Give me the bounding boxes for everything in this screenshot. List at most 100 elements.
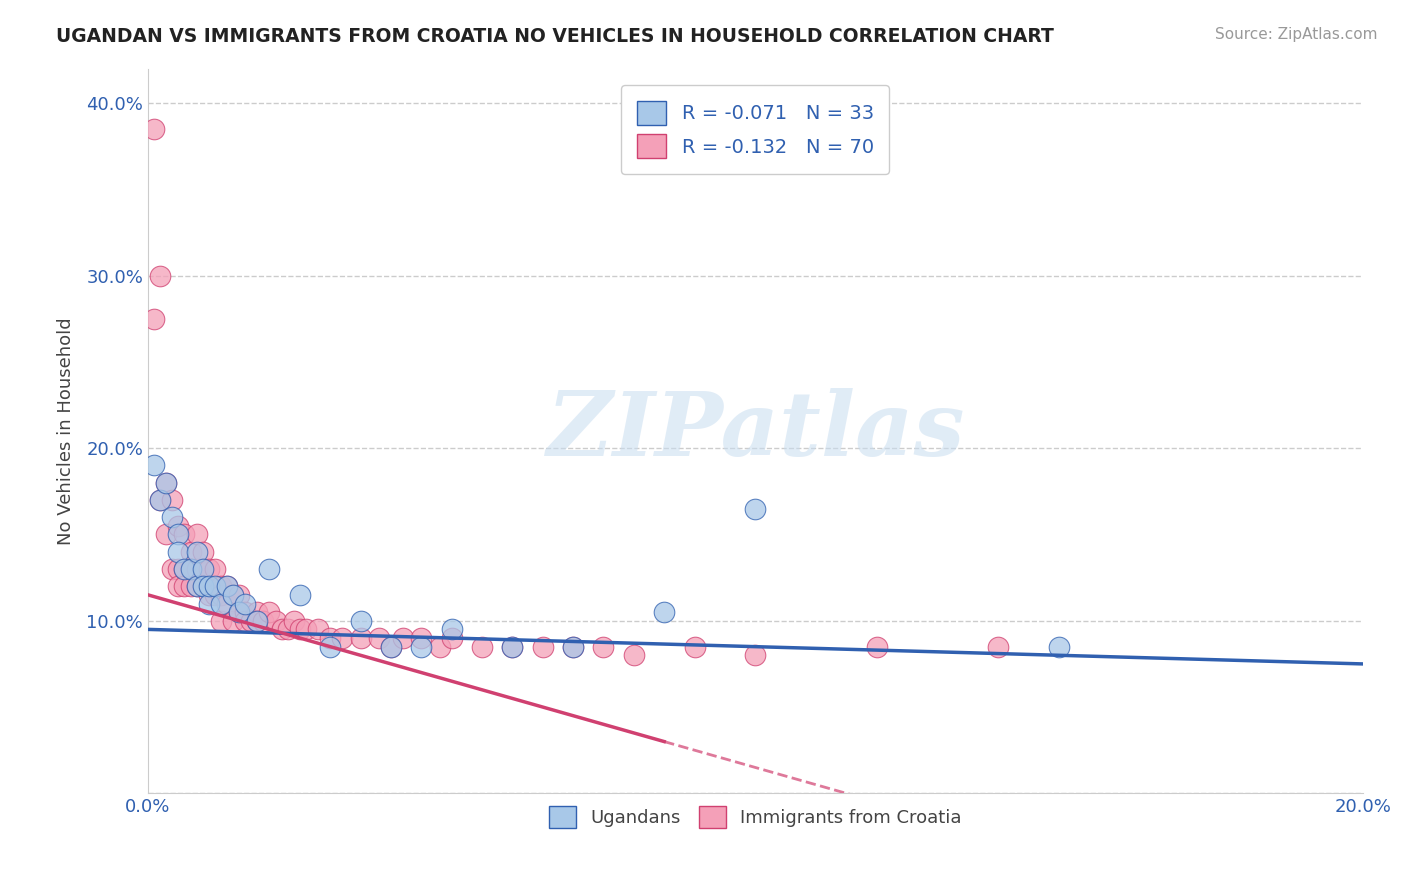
Point bbox=[155, 475, 177, 490]
Point bbox=[744, 648, 766, 663]
Point bbox=[173, 562, 195, 576]
Point bbox=[562, 640, 585, 654]
Point bbox=[501, 640, 523, 654]
Point bbox=[173, 579, 195, 593]
Point bbox=[987, 640, 1010, 654]
Point bbox=[233, 597, 256, 611]
Point bbox=[167, 527, 190, 541]
Point bbox=[744, 501, 766, 516]
Point bbox=[252, 614, 274, 628]
Point bbox=[167, 545, 190, 559]
Text: UGANDAN VS IMMIGRANTS FROM CROATIA NO VEHICLES IN HOUSEHOLD CORRELATION CHART: UGANDAN VS IMMIGRANTS FROM CROATIA NO VE… bbox=[56, 27, 1054, 45]
Point bbox=[215, 597, 238, 611]
Point bbox=[501, 640, 523, 654]
Point bbox=[191, 545, 214, 559]
Point bbox=[259, 562, 281, 576]
Point bbox=[411, 631, 433, 645]
Point bbox=[155, 527, 177, 541]
Point bbox=[623, 648, 645, 663]
Point bbox=[307, 623, 329, 637]
Point bbox=[162, 510, 184, 524]
Legend: Ugandans, Immigrants from Croatia: Ugandans, Immigrants from Croatia bbox=[541, 798, 969, 835]
Point bbox=[191, 562, 214, 576]
Point bbox=[173, 527, 195, 541]
Point bbox=[411, 640, 433, 654]
Y-axis label: No Vehicles in Household: No Vehicles in Household bbox=[58, 318, 75, 545]
Point bbox=[209, 588, 232, 602]
Point bbox=[149, 492, 172, 507]
Point bbox=[429, 640, 451, 654]
Point bbox=[180, 545, 202, 559]
Point bbox=[209, 614, 232, 628]
Point bbox=[319, 640, 342, 654]
Point bbox=[222, 588, 245, 602]
Point bbox=[228, 605, 250, 619]
Point bbox=[197, 579, 219, 593]
Point bbox=[866, 640, 889, 654]
Point bbox=[349, 614, 371, 628]
Point bbox=[149, 492, 172, 507]
Point bbox=[471, 640, 494, 654]
Point bbox=[209, 597, 232, 611]
Point bbox=[215, 579, 238, 593]
Point bbox=[155, 475, 177, 490]
Point bbox=[191, 579, 214, 593]
Point bbox=[277, 623, 299, 637]
Point bbox=[233, 605, 256, 619]
Point bbox=[330, 631, 353, 645]
Point bbox=[186, 562, 208, 576]
Point bbox=[186, 545, 208, 559]
Point bbox=[186, 579, 208, 593]
Point bbox=[215, 579, 238, 593]
Point bbox=[143, 311, 166, 326]
Point bbox=[228, 605, 250, 619]
Point bbox=[197, 597, 219, 611]
Point bbox=[1047, 640, 1070, 654]
Point bbox=[295, 623, 318, 637]
Point bbox=[191, 579, 214, 593]
Point bbox=[349, 631, 371, 645]
Point bbox=[440, 631, 463, 645]
Point bbox=[233, 614, 256, 628]
Point bbox=[283, 614, 305, 628]
Point bbox=[204, 588, 226, 602]
Point bbox=[367, 631, 389, 645]
Point bbox=[209, 579, 232, 593]
Point bbox=[319, 631, 342, 645]
Point bbox=[380, 640, 402, 654]
Point bbox=[380, 640, 402, 654]
Point bbox=[167, 579, 190, 593]
Point bbox=[191, 562, 214, 576]
Point bbox=[180, 562, 202, 576]
Point bbox=[204, 562, 226, 576]
Point bbox=[392, 631, 415, 645]
Point bbox=[222, 588, 245, 602]
Point bbox=[288, 623, 311, 637]
Point bbox=[204, 579, 226, 593]
Point bbox=[222, 614, 245, 628]
Text: ZIPatlas: ZIPatlas bbox=[547, 388, 965, 475]
Text: Source: ZipAtlas.com: Source: ZipAtlas.com bbox=[1215, 27, 1378, 42]
Point bbox=[197, 588, 219, 602]
Point bbox=[149, 268, 172, 283]
Point bbox=[162, 492, 184, 507]
Point bbox=[683, 640, 706, 654]
Point bbox=[186, 527, 208, 541]
Point bbox=[440, 623, 463, 637]
Point bbox=[167, 562, 190, 576]
Point bbox=[186, 579, 208, 593]
Point bbox=[143, 458, 166, 473]
Point bbox=[240, 614, 263, 628]
Point bbox=[270, 623, 292, 637]
Point bbox=[180, 562, 202, 576]
Point bbox=[173, 562, 195, 576]
Point bbox=[180, 579, 202, 593]
Point bbox=[259, 605, 281, 619]
Point bbox=[162, 562, 184, 576]
Point bbox=[197, 562, 219, 576]
Point bbox=[246, 605, 269, 619]
Point bbox=[652, 605, 675, 619]
Point bbox=[288, 588, 311, 602]
Point bbox=[264, 614, 287, 628]
Point bbox=[246, 614, 269, 628]
